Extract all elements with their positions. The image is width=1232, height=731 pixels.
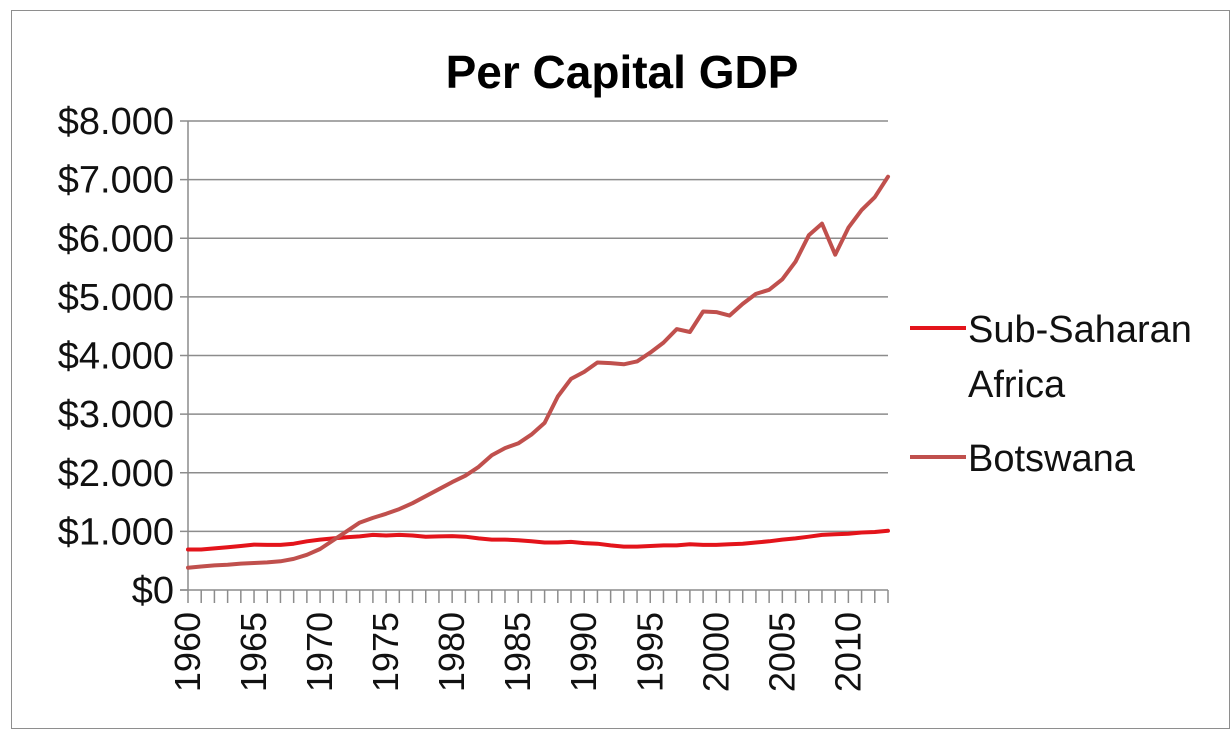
y-tick-label: $0 (132, 570, 174, 612)
y-tick-label: $4.000 (58, 336, 174, 378)
axes (180, 120, 889, 603)
y-tick-label: $2.000 (58, 453, 174, 495)
x-tick-label: 1975 (365, 612, 406, 692)
chart-title: Per Capital GDP (446, 46, 799, 98)
y-gridlines (188, 120, 888, 533)
y-tick-label: $6.000 (58, 218, 174, 260)
x-tick-label: 1965 (233, 612, 274, 692)
x-tick-label: 1995 (629, 612, 670, 692)
legend-label: Botswana (968, 438, 1136, 480)
legend-label: Sub-Saharan Africa (968, 309, 1192, 406)
y-tick-label: $7.000 (58, 160, 174, 202)
chart-frame (11, 10, 1230, 729)
series-lines (186, 174, 890, 570)
x-tick-label: 1960 (167, 612, 208, 692)
y-tick-label: $8.000 (58, 101, 174, 143)
y-tick-label: $5.000 (58, 277, 174, 319)
x-axis-tick-labels: 1960 1965 1970 1975 1980 1985 1990 1995 2000 2005… (167, 612, 868, 692)
series-line-sub-saharan-africa (186, 528, 890, 552)
x-tick-label: 2000 (695, 612, 736, 692)
y-tick-label: $1.000 (58, 511, 174, 553)
x-tick-label: 1990 (563, 612, 604, 692)
x-tick-label: 1970 (299, 612, 340, 692)
y-axis-tick-labels: $0 $1.000 $2.000 $3.000 $4.000 $5.000 $6.000 $7… (58, 101, 174, 612)
x-tick-label: 1985 (497, 612, 538, 692)
y-tick-label: $3.000 (58, 394, 174, 436)
x-tick-label: 2005 (761, 612, 802, 692)
x-tick-label: 1980 (431, 612, 472, 692)
legend: Sub-Saharan Africa Botswana (910, 309, 1192, 480)
x-tick-label: 2010 (827, 612, 868, 692)
series-line-botswana (186, 174, 890, 570)
